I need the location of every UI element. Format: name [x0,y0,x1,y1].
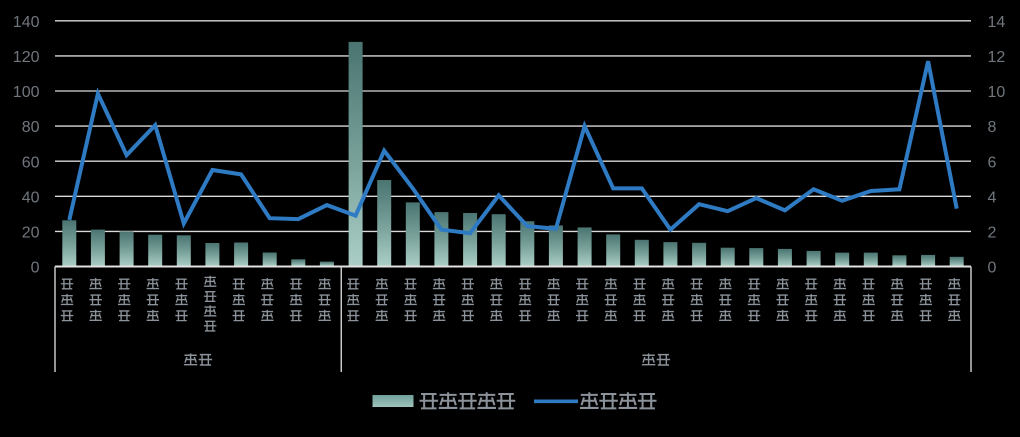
svg-text:40: 40 [22,189,40,206]
svg-text:10: 10 [988,84,1006,101]
svg-text:120: 120 [13,49,40,66]
svg-text:100: 100 [13,84,40,101]
svg-text:140: 140 [13,14,40,31]
svg-text:80: 80 [22,119,40,136]
svg-text:4: 4 [988,189,997,206]
svg-text:12: 12 [988,49,1006,66]
svg-text:2: 2 [988,225,997,242]
svg-text:60: 60 [22,154,40,171]
svg-text:14: 14 [988,14,1006,31]
svg-text:0: 0 [988,260,997,277]
svg-text:8: 8 [988,119,997,136]
svg-text:20: 20 [22,225,40,242]
svg-text:0: 0 [31,260,40,277]
svg-text:6: 6 [988,154,997,171]
